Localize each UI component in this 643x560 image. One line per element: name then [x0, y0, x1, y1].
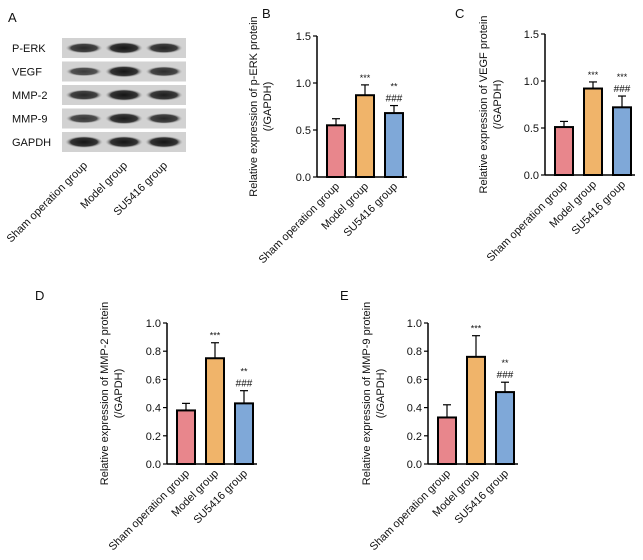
protein-band [145, 136, 183, 148]
protein-band [145, 113, 183, 124]
y-tick-label: 0.6 [407, 374, 422, 386]
panel-letter: C [455, 6, 464, 21]
y-tick-label: 0.0 [524, 170, 539, 182]
significance-stars: *** [617, 72, 628, 82]
bar [176, 409, 196, 466]
western-blot-panel: A P-ERK VEGF MMP-2 MMP-9 GAPDH Sham operation… [5, 10, 186, 245]
y-axis-label: Relative expression of MMP-9 protein (/GA… [361, 302, 387, 485]
significance-stars: *** [471, 324, 482, 334]
bar [466, 355, 486, 465]
bar [384, 112, 404, 178]
y-tick-label: 0.4 [146, 403, 161, 415]
y-axis-label-line1: Relative expression of VEGF protein [478, 16, 490, 194]
y-axis-label-line2: (/GAPDH) [113, 369, 125, 419]
y-tick-label: 0.5 [296, 125, 311, 137]
protein-band [65, 113, 103, 124]
protein-band [65, 66, 103, 77]
y-axis-label-line1: Relative expression of p-ERK protein [248, 16, 260, 196]
y-tick-label: 1.0 [524, 76, 539, 88]
y-tick-label: 0.0 [296, 172, 311, 184]
panel-letter: B [262, 6, 271, 21]
y-tick-label: 0.8 [407, 346, 422, 358]
y-tick-label: 0.4 [407, 403, 422, 415]
chart-e: E 0.0 0.2 0.4 0.6 0.8 1.0 Relative expression o… [340, 288, 518, 553]
significance-hash: ### [614, 84, 631, 95]
protein-band [65, 136, 103, 148]
significance-stars: ** [390, 82, 398, 92]
panel-letter: E [340, 288, 349, 303]
significance-stars: *** [360, 73, 371, 83]
bar [355, 94, 375, 178]
significance-stars: ** [240, 367, 248, 377]
y-tick-label: 0.5 [524, 123, 539, 135]
band-label: MMP-2 [12, 90, 47, 102]
band-label: MMP-9 [12, 114, 47, 126]
y-axis-label-line1: Relative expression of MMP-2 protein [99, 302, 111, 485]
y-tick-label: 1.5 [296, 31, 311, 43]
bar [234, 402, 254, 465]
y-axis-label-line2: (/GAPDH) [262, 82, 274, 132]
protein-band [105, 136, 143, 148]
bar [495, 391, 515, 465]
bar [205, 357, 225, 465]
bar [437, 416, 457, 465]
significance-hash: ### [386, 94, 403, 105]
significance-stars: *** [588, 70, 599, 80]
y-tick-label: 0.6 [146, 374, 161, 386]
y-tick-label: 0.0 [146, 459, 161, 471]
y-tick-label: 0.2 [146, 431, 161, 443]
band-label: P-ERK [12, 43, 46, 55]
significance-hash: ### [236, 379, 253, 390]
protein-band [145, 42, 183, 54]
band-label: GAPDH [12, 137, 51, 149]
y-tick-label: 0.0 [407, 459, 422, 471]
y-tick-label: 1.0 [296, 78, 311, 90]
protein-band [145, 89, 183, 101]
significance-hash: ### [497, 370, 514, 381]
panel-letter: D [35, 288, 44, 303]
protein-band [145, 66, 183, 77]
y-axis-label-line2: (/GAPDH) [492, 80, 504, 130]
protein-band [105, 65, 143, 78]
bar [554, 126, 574, 176]
significance-stars: ** [501, 358, 509, 368]
y-axis-label: Relative expression of VEGF protein (/GAP… [478, 16, 504, 194]
chart-d: D 0.0 0.2 0.4 0.6 0.8 1.0 Relative expression o… [35, 288, 257, 553]
y-tick-label: 1.0 [407, 318, 422, 330]
protein-band [65, 42, 103, 54]
band-label: VEGF [12, 67, 42, 79]
lane-label: Sham operation group [5, 160, 90, 245]
protein-band [105, 112, 143, 125]
y-tick-label: 0.8 [146, 346, 161, 358]
y-axis-label-line2: (/GAPDH) [375, 369, 387, 419]
bar [612, 106, 632, 176]
y-tick-label: 1.5 [524, 29, 539, 41]
y-axis-label: Relative expression of MMP-2 protein (/GA… [99, 302, 125, 485]
bar [326, 124, 346, 179]
significance-stars: *** [210, 331, 221, 341]
panel-letter-a: A [8, 10, 17, 25]
y-axis-label-line1: Relative expression of MMP-9 protein [361, 302, 373, 485]
protein-band [65, 89, 103, 101]
chart-b: B 0.0 0.5 1.0 1.5 Relative expression of p-ER… [248, 6, 407, 266]
protein-band [105, 42, 143, 54]
chart-c: C 0.0 0.5 1.0 1.5 Relative expression of VEGF… [455, 6, 635, 264]
y-tick-label: 0.2 [407, 431, 422, 443]
y-axis-label: Relative expression of p-ERK protein (/GA… [248, 16, 274, 196]
bar [583, 87, 603, 176]
y-tick-label: 1.0 [146, 318, 161, 330]
protein-band [105, 89, 143, 101]
